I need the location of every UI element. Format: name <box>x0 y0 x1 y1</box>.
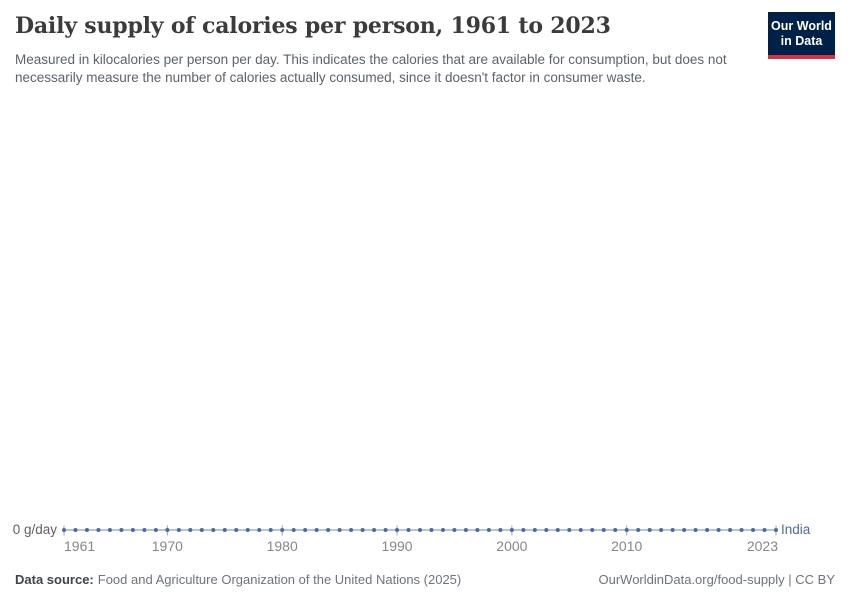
page-title: Daily supply of calories per person, 196… <box>15 13 611 39</box>
x-tick-label: 2000 <box>496 538 528 554</box>
chart-subtitle: Measured in kilocalories per person per … <box>15 52 727 85</box>
entity-label-india: India <box>781 522 811 537</box>
y-axis-zero-label: 0 g/day <box>12 522 57 537</box>
owid-logo: Our World in Data <box>768 12 835 59</box>
x-tick-label: 1980 <box>266 538 298 554</box>
x-tick-label: 2023 <box>746 538 778 554</box>
x-tick-label: 2010 <box>611 538 643 554</box>
data-source-text: Food and Agriculture Organization of the… <box>97 572 462 587</box>
calorie-line-chart <box>62 525 778 536</box>
license-note: OurWorldinData.org/food-supply | CC BY <box>598 572 835 587</box>
data-source: Data source: Food and Agriculture Organiz… <box>15 572 461 587</box>
logo-line-2: in Data <box>780 34 823 48</box>
x-tick-label: 1961 <box>64 538 96 554</box>
x-axis: 1961 1970 1980 1990 2000 2010 2023 <box>0 538 850 558</box>
chart-footer: Data source: Food and Agriculture Organiz… <box>15 572 835 587</box>
plot-area: 0 g/day 1961 1970 1980 1990 2000 2010 2023 Ind… <box>0 515 850 575</box>
data-source-label: Data source: <box>15 572 94 587</box>
x-tick-label: 1970 <box>151 538 183 554</box>
logo-line-1: Our World <box>771 19 832 33</box>
x-tick-label: 1990 <box>381 538 413 554</box>
